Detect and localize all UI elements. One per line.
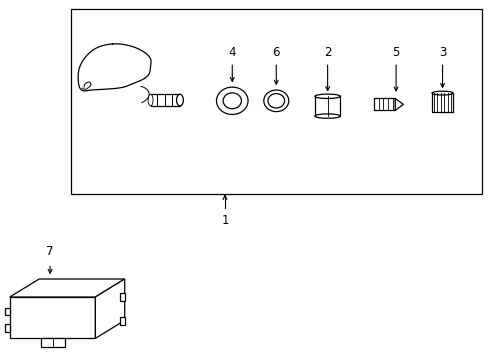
Bar xyxy=(431,93,452,112)
Bar xyxy=(314,96,340,116)
Ellipse shape xyxy=(264,90,288,112)
Text: 3: 3 xyxy=(438,46,446,59)
Bar xyxy=(119,317,124,325)
Bar xyxy=(373,98,394,110)
Ellipse shape xyxy=(223,93,241,109)
Polygon shape xyxy=(394,99,403,110)
Text: 5: 5 xyxy=(391,46,399,59)
Polygon shape xyxy=(95,279,124,338)
Text: 7: 7 xyxy=(46,246,54,258)
Ellipse shape xyxy=(314,114,340,118)
Ellipse shape xyxy=(314,94,340,99)
Text: 6: 6 xyxy=(272,46,280,59)
Bar xyxy=(119,293,124,301)
Bar xyxy=(5,324,10,332)
Ellipse shape xyxy=(267,94,284,108)
Ellipse shape xyxy=(176,94,183,106)
Bar xyxy=(10,297,95,338)
Ellipse shape xyxy=(216,87,247,114)
Text: 1: 1 xyxy=(221,214,228,227)
Bar xyxy=(5,308,10,315)
Bar xyxy=(150,94,180,106)
Bar xyxy=(41,338,64,347)
Polygon shape xyxy=(78,44,151,91)
Text: 4: 4 xyxy=(228,46,236,59)
Ellipse shape xyxy=(431,91,452,95)
Polygon shape xyxy=(10,279,124,297)
Text: 2: 2 xyxy=(323,46,331,59)
Ellipse shape xyxy=(148,94,153,106)
Bar xyxy=(71,9,481,194)
